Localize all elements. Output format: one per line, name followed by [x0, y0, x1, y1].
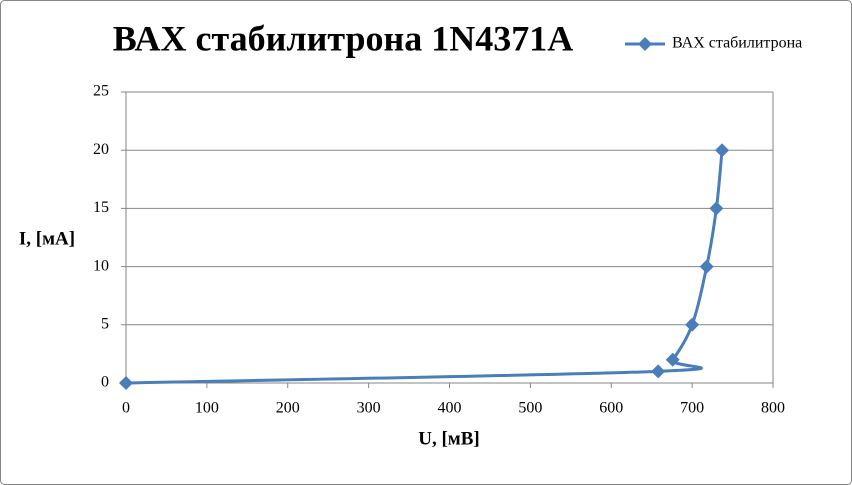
x-tick-label: 600 — [599, 400, 623, 417]
x-tick-label: 0 — [122, 400, 130, 417]
y-tick-label: 5 — [101, 315, 109, 332]
data-point — [685, 317, 700, 332]
y-tick-label: 10 — [93, 257, 109, 274]
data-point — [119, 376, 133, 390]
x-tick-label: 100 — [195, 400, 219, 417]
x-axis-title: U, [мВ] — [418, 428, 480, 449]
data-point — [699, 259, 714, 274]
y-tick-label: 15 — [93, 199, 109, 216]
x-tick-label: 500 — [518, 400, 542, 417]
legend-marker — [638, 37, 652, 51]
chart-title: ВАХ стабилитрона 1N4371A — [113, 18, 573, 58]
x-tick-label: 300 — [357, 400, 381, 417]
y-axis-title: I, [мА] — [19, 228, 75, 249]
data-point — [665, 352, 680, 367]
data-point — [715, 143, 730, 158]
y-tick-label: 20 — [93, 141, 109, 158]
data-point — [709, 201, 724, 216]
x-tick-label: 700 — [680, 400, 704, 417]
x-tick-label: 800 — [761, 400, 785, 417]
y-tick-label: 25 — [93, 83, 109, 100]
data-point — [651, 364, 666, 379]
y-tick-label: 0 — [101, 374, 109, 391]
x-tick-label: 400 — [438, 400, 462, 417]
x-tick-label: 200 — [276, 400, 300, 417]
legend-label: ВАХ стабилитрона — [672, 35, 802, 52]
